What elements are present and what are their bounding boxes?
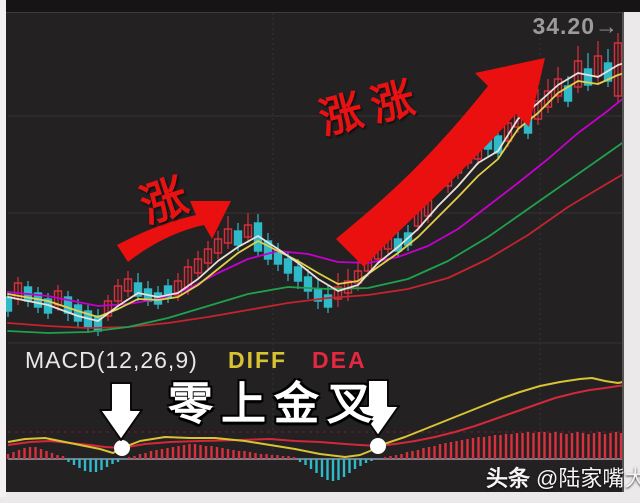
golden-cross-arrows <box>99 379 400 441</box>
diff-legend-label: DIFF <box>228 347 288 373</box>
watermark-handle: @陆家嘴大牛 <box>536 466 640 491</box>
down-arrow-icon <box>99 382 143 441</box>
page-left-border <box>0 0 6 497</box>
golden-cross-dots <box>114 438 386 456</box>
indicator-legend: MACD(12,26,9) DIFF DEA <box>25 347 445 375</box>
chart-top-band <box>6 0 640 12</box>
ma-lines <box>7 62 622 334</box>
chart-panel: 34.20→ 涨 涨涨 MACD(12,26,9) DIFF DEA 零上金叉 … <box>6 12 640 492</box>
watermark-brand: 头条 <box>486 466 531 491</box>
trend-arrows <box>117 58 545 267</box>
up-trend-arrow-small-icon <box>117 201 231 262</box>
down-arrow-icon <box>356 379 400 437</box>
macd-lines <box>7 377 622 458</box>
watermark: 头条@陆家嘴大牛 <box>486 461 640 493</box>
macd-indicator-label: MACD(12,26,9) <box>25 347 198 373</box>
dea-legend-label: DEA <box>312 347 367 373</box>
macd-histogram <box>6 431 622 481</box>
golden-cross-annotation: 零上金叉 <box>168 377 381 430</box>
chart-svg <box>6 13 622 481</box>
current-price-label: 34.20→ <box>532 13 619 39</box>
up-trend-arrow-large-icon <box>336 58 545 267</box>
